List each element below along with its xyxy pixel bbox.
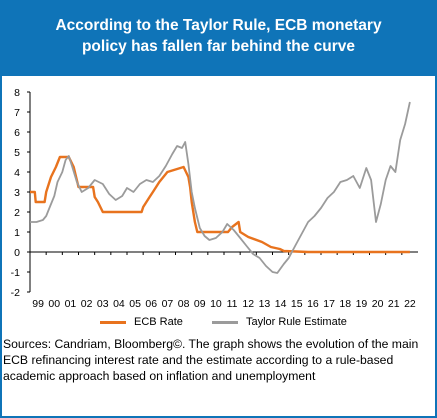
chart-title-line-1: According to the Taylor Rule, ECB moneta…	[55, 17, 382, 34]
chart-title-line-2: policy has fallen far behind the curve	[81, 38, 356, 55]
x-tick-label: 22	[404, 298, 416, 310]
sources-note: Sources: Candriam, Bloomberg©. The graph…	[3, 337, 419, 383]
x-tick-label: 99	[32, 298, 44, 310]
x-tick-label: 04	[113, 298, 125, 310]
legend-swatch-ecb-rate	[100, 320, 126, 324]
y-tick-label: 4	[14, 167, 20, 179]
series-line-ecb-rate	[30, 155, 410, 254]
x-tick-label: 07	[162, 298, 174, 310]
x-tick-label: 13	[259, 298, 271, 310]
x-tick-label: 09	[194, 298, 206, 310]
x-tick-label: 06	[145, 298, 157, 310]
y-tick-label: 0	[14, 247, 20, 259]
x-tick-label: 16	[307, 298, 319, 310]
chart-legend: ECB Rate Taylor Rule Estimate	[100, 316, 420, 334]
legend-label-ecb-rate: ECB Rate	[134, 316, 183, 328]
x-tick-label: 12	[242, 298, 254, 310]
y-tick-label: -2	[11, 287, 20, 299]
x-tick-label: 11	[227, 298, 238, 310]
chart-title-banner: According to the Taylor Rule, ECB moneta…	[2, 2, 435, 76]
y-tick-label: 6	[14, 127, 20, 139]
legend-label-taylor-rule: Taylor Rule Estimate	[246, 316, 347, 328]
legend-item-taylor-rule: Taylor Rule Estimate	[212, 316, 347, 328]
y-tick-label: 8	[14, 87, 20, 99]
x-tick-label: 05	[129, 298, 141, 310]
y-tick-label: 5	[14, 147, 20, 159]
chart-series	[30, 101, 411, 274]
x-tick-label: 10	[210, 298, 222, 310]
x-tick-label: 19	[356, 298, 368, 310]
x-tick-label: 00	[48, 298, 60, 310]
x-tick-label: 21	[388, 298, 400, 310]
x-tick-label: 03	[97, 298, 109, 310]
y-tick-label: 3	[14, 187, 20, 199]
x-tick-label: 14	[275, 298, 287, 310]
x-tick-label: 17	[323, 298, 335, 310]
series-line-taylor-rule	[30, 101, 411, 274]
legend-swatch-taylor-rule	[212, 320, 238, 324]
y-tick-label: 1	[14, 227, 20, 239]
x-tick-label: 08	[178, 298, 190, 310]
legend-item-ecb-rate: ECB Rate	[100, 316, 183, 328]
x-tick-label: 02	[81, 298, 93, 310]
x-tick-label: 01	[65, 298, 77, 310]
y-tick-label: -1	[11, 267, 20, 279]
x-tick-label: 20	[372, 298, 384, 310]
y-tick-label: 7	[14, 107, 20, 119]
x-tick-label: 18	[339, 298, 351, 310]
y-tick-label: 2	[14, 207, 20, 219]
x-tick-label: 15	[291, 298, 303, 310]
